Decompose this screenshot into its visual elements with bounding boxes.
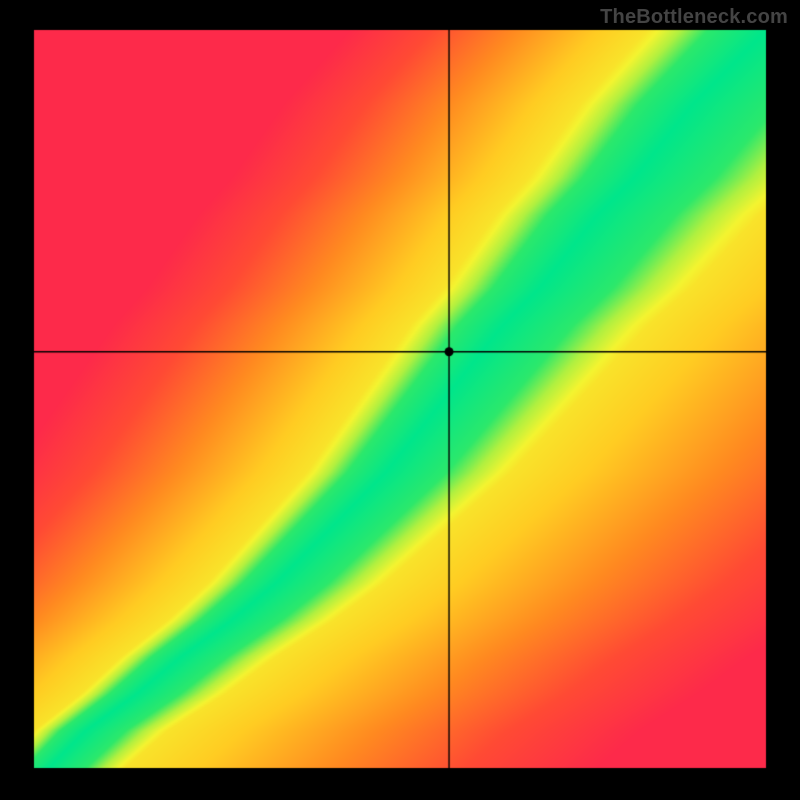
watermark-text: TheBottleneck.com bbox=[600, 6, 788, 29]
chart-container: TheBottleneck.com bbox=[0, 0, 800, 800]
bottleneck-heatmap bbox=[0, 0, 800, 800]
